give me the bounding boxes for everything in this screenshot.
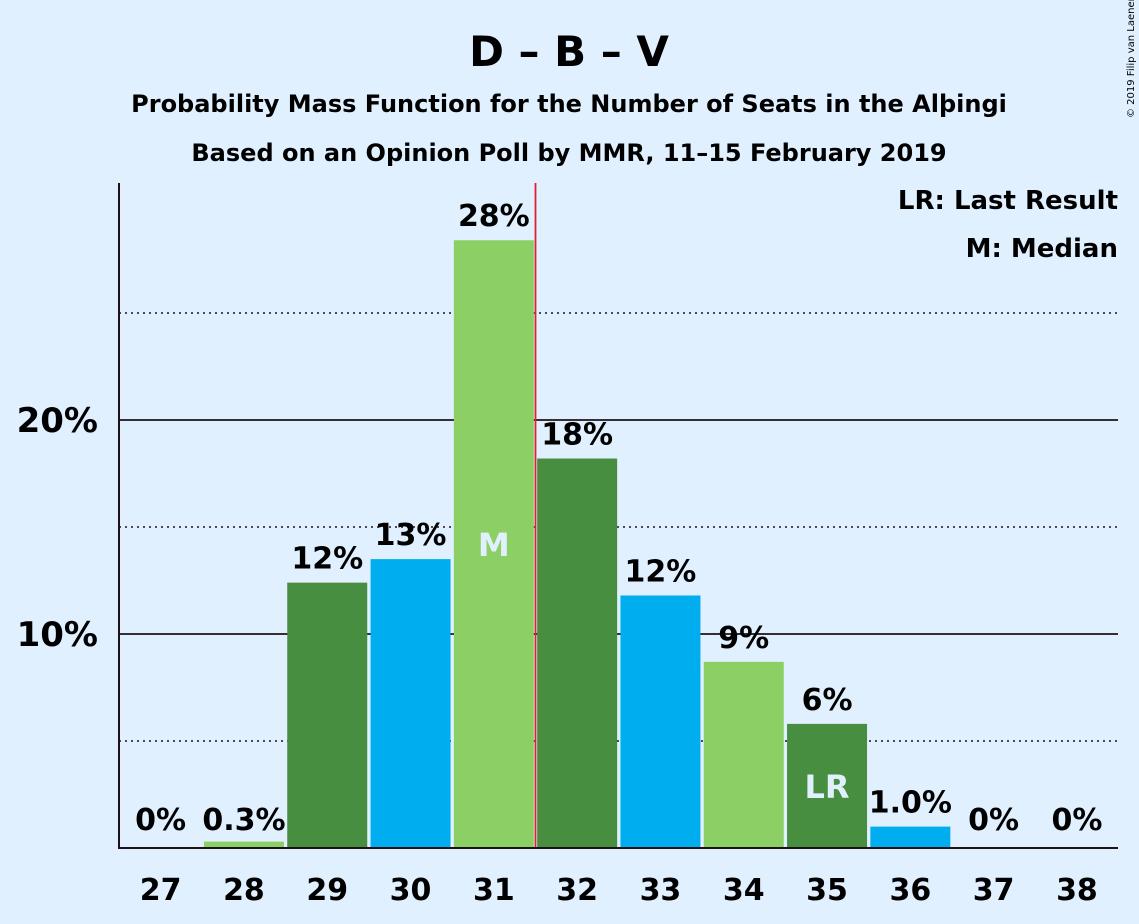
- chart-title: D – B – V: [469, 27, 669, 76]
- bar-30: [370, 559, 451, 848]
- chart-subtitle-2: Based on an Opinion Poll by MMR, 11–15 F…: [191, 139, 946, 167]
- chart-subtitle-1: Probability Mass Function for the Number…: [131, 90, 1007, 118]
- data-label-35: 6%: [802, 683, 853, 718]
- bar-34: [703, 661, 784, 848]
- data-label-34: 9%: [718, 621, 769, 656]
- data-label-28: 0.3%: [202, 803, 285, 838]
- legend-last-result: LR: Last Result: [898, 186, 1118, 216]
- bar-32: [537, 458, 618, 848]
- x-tick-label: 37: [973, 873, 1015, 908]
- y-tick-label: 20%: [17, 401, 98, 441]
- data-label-38: 0%: [1051, 803, 1102, 838]
- x-tick-label: 33: [640, 873, 682, 908]
- data-label-27: 0%: [135, 803, 186, 838]
- bars: 0% 0.3% 12% 13% 28% M 18% 12% 9% 6% LR 1.0% 0% 0%: [135, 183, 1102, 849]
- data-label-30: 13%: [375, 518, 447, 553]
- x-tick-label: 36: [889, 873, 931, 908]
- x-tick-label: 31: [473, 873, 515, 908]
- median-marker: M: [478, 526, 510, 564]
- bar-28: [203, 841, 284, 848]
- x-tick-label: 35: [806, 873, 848, 908]
- data-label-31: 28%: [458, 199, 530, 234]
- bar-33: [620, 595, 701, 848]
- copyright-note: © 2019 Filip van Laenen: [1126, 0, 1137, 118]
- bar-35: [787, 723, 868, 848]
- legend-median: M: Median: [966, 234, 1118, 264]
- y-axis-labels: 10% 20%: [17, 401, 98, 655]
- bar-31: [453, 240, 534, 849]
- x-tick-label: 34: [723, 873, 765, 908]
- last-result-marker: LR: [805, 768, 850, 806]
- bar-36: [870, 826, 951, 848]
- x-tick-label: 28: [223, 873, 265, 908]
- data-label-36: 1.0%: [869, 786, 952, 821]
- y-tick-label: 10%: [17, 615, 98, 655]
- data-label-29: 12%: [291, 542, 363, 577]
- data-label-32: 18%: [541, 418, 613, 453]
- data-label-37: 0%: [968, 803, 1019, 838]
- x-tick-label: 32: [556, 873, 598, 908]
- x-tick-label: 30: [390, 873, 432, 908]
- x-tick-label: 27: [140, 873, 182, 908]
- bar-29: [287, 582, 368, 848]
- x-tick-label: 38: [1056, 873, 1098, 908]
- x-tick-label: 29: [306, 873, 348, 908]
- x-axis-labels: 27 28 29 30 31 32 33 34 35 36 37 38: [140, 873, 1098, 908]
- gridlines: [119, 312, 1118, 742]
- data-label-33: 12%: [625, 554, 697, 589]
